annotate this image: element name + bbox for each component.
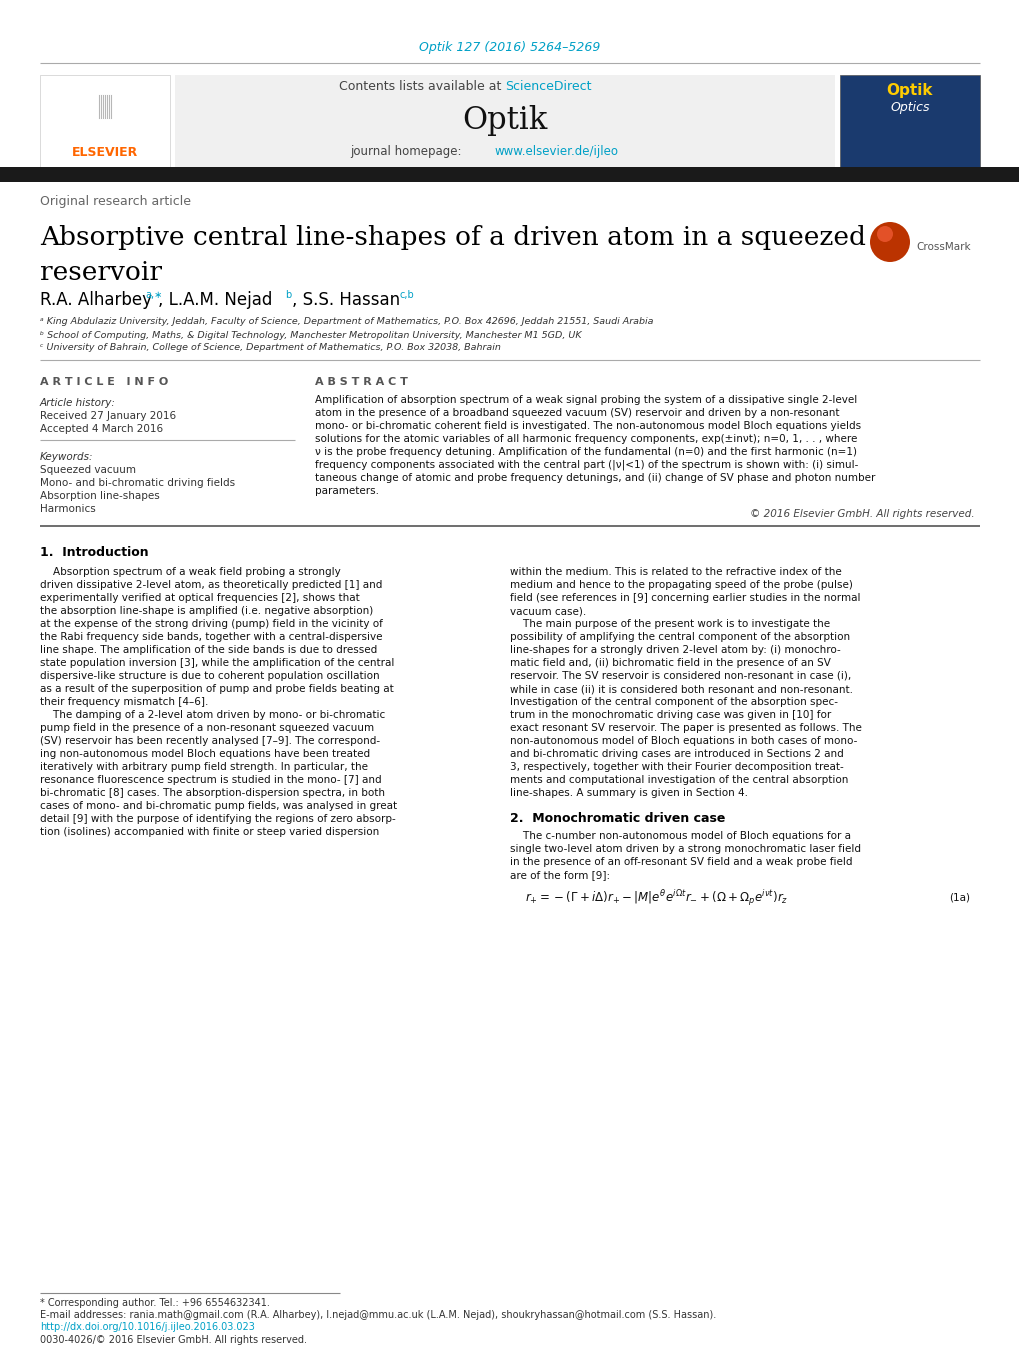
Text: vacuum case).: vacuum case). [510, 607, 586, 616]
Text: frequency components associated with the central part (|ν|<1) of the spectrum is: frequency components associated with the… [315, 459, 858, 470]
Text: The main purpose of the present work is to investigate the: The main purpose of the present work is … [510, 619, 829, 630]
Text: (1a): (1a) [948, 893, 969, 902]
Bar [175, 76, 835, 168]
Text: experimentally verified at optical frequencies [2], shows that: experimentally verified at optical frequ… [40, 593, 360, 603]
Bar [0, 168, 1019, 182]
Text: ing non-autonomous model Bloch equations have been treated: ing non-autonomous model Bloch equations… [40, 748, 370, 759]
Text: * Corresponding author. Tel.: +96 6554632341.: * Corresponding author. Tel.: +96 655463… [40, 1298, 270, 1308]
Text: ᵃ King Abdulaziz University, Jeddah, Faculty of Science, Department of Mathemati: ᵃ King Abdulaziz University, Jeddah, Fac… [40, 317, 653, 327]
Text: , S.S. Hassan: , S.S. Hassan [291, 290, 399, 309]
Text: dispersive-like structure is due to coherent population oscillation: dispersive-like structure is due to cohe… [40, 671, 379, 681]
Text: Squeezed vacuum: Squeezed vacuum [40, 465, 136, 476]
Text: the Rabi frequency side bands, together with a central-dispersive: the Rabi frequency side bands, together … [40, 632, 382, 642]
Text: ᵇ School of Computing, Maths, & Digital Technology, Manchester Metropolitan Univ: ᵇ School of Computing, Maths, & Digital … [40, 331, 581, 339]
Text: line shape. The amplification of the side bands is due to dressed: line shape. The amplification of the sid… [40, 644, 377, 655]
Text: E-mail addresses: rania.math@gmail.com (R.A. Alharbey), l.nejad@mmu.ac.uk (L.A.M: E-mail addresses: rania.math@gmail.com (… [40, 1310, 715, 1320]
Text: 0030-4026/© 2016 Elsevier GmbH. All rights reserved.: 0030-4026/© 2016 Elsevier GmbH. All righ… [40, 1335, 307, 1346]
Text: Optics: Optics [890, 100, 929, 113]
Text: ments and computational investigation of the central absorption: ments and computational investigation of… [510, 775, 848, 785]
Text: ScienceDirect: ScienceDirect [504, 81, 591, 93]
Text: reservoir: reservoir [40, 259, 162, 285]
Text: journal homepage:: journal homepage: [350, 145, 465, 158]
Text: 1.  Introduction: 1. Introduction [40, 546, 149, 558]
Text: © 2016 Elsevier GmbH. All rights reserved.: © 2016 Elsevier GmbH. All rights reserve… [750, 509, 974, 519]
Text: www.elsevier.de/ijleo: www.elsevier.de/ijleo [494, 145, 619, 158]
Text: matic field and, (ii) bichromatic field in the presence of an SV: matic field and, (ii) bichromatic field … [510, 658, 830, 667]
Circle shape [876, 226, 892, 242]
Text: The damping of a 2-level atom driven by mono- or bi-chromatic: The damping of a 2-level atom driven by … [40, 711, 385, 720]
Text: c,b: c,b [399, 290, 415, 300]
Text: Mono- and bi-chromatic driving fields: Mono- and bi-chromatic driving fields [40, 478, 235, 488]
Text: mono- or bi-chromatic coherent field is investigated. The non-autonomous model B: mono- or bi-chromatic coherent field is … [315, 422, 860, 431]
Text: line-shapes for a strongly driven 2-level atom by: (i) monochro-: line-shapes for a strongly driven 2-leve… [510, 644, 840, 655]
Bar [840, 76, 979, 168]
Text: within the medium. This is related to the refractive index of the: within the medium. This is related to th… [510, 567, 841, 577]
Circle shape [869, 222, 909, 262]
Bar [40, 76, 170, 168]
Text: Absorption spectrum of a weak field probing a strongly: Absorption spectrum of a weak field prob… [40, 567, 340, 577]
Text: Original research article: Original research article [40, 196, 191, 208]
Text: ᶜ University of Bahrain, College of Science, Department of Mathematics, P.O. Box: ᶜ University of Bahrain, College of Scie… [40, 343, 500, 353]
Text: Received 27 January 2016: Received 27 January 2016 [40, 411, 176, 422]
Text: http://dx.doi.org/10.1016/j.ijleo.2016.03.023: http://dx.doi.org/10.1016/j.ijleo.2016.0… [40, 1323, 255, 1332]
Text: Absorptive central line-shapes of a driven atom in a squeezed: Absorptive central line-shapes of a driv… [40, 226, 865, 250]
Text: Absorption line-shapes: Absorption line-shapes [40, 490, 160, 501]
Text: possibility of amplifying the central component of the absorption: possibility of amplifying the central co… [510, 632, 849, 642]
Text: tion (isolines) accompanied with finite or steep varied dispersion: tion (isolines) accompanied with finite … [40, 827, 379, 838]
Text: while in case (ii) it is considered both resonant and non-resonant.: while in case (ii) it is considered both… [510, 684, 852, 694]
Text: single two-level atom driven by a strong monochromatic laser field: single two-level atom driven by a strong… [510, 844, 860, 854]
Text: trum in the monochromatic driving case was given in [10] for: trum in the monochromatic driving case w… [510, 711, 830, 720]
Text: CrossMark: CrossMark [915, 242, 970, 253]
Text: Article history:: Article history: [40, 399, 116, 408]
Text: pump field in the presence of a non-resonant squeezed vacuum: pump field in the presence of a non-reso… [40, 723, 374, 734]
Text: as a result of the superposition of pump and probe fields beating at: as a result of the superposition of pump… [40, 684, 393, 694]
Text: reservoir. The SV reservoir is considered non-resonant in case (i),: reservoir. The SV reservoir is considere… [510, 671, 851, 681]
Text: 2.  Monochromatic driven case: 2. Monochromatic driven case [510, 812, 725, 824]
Text: Investigation of the central component of the absorption spec-: Investigation of the central component o… [510, 697, 838, 707]
Text: Harmonics: Harmonics [40, 504, 96, 513]
Text: Keywords:: Keywords: [40, 453, 94, 462]
Text: their frequency mismatch [4–6].: their frequency mismatch [4–6]. [40, 697, 208, 707]
Text: Accepted 4 March 2016: Accepted 4 March 2016 [40, 424, 163, 434]
Text: parameters.: parameters. [315, 486, 379, 496]
Text: b: b [284, 290, 291, 300]
Text: iteratively with arbitrary pump field strength. In particular, the: iteratively with arbitrary pump field st… [40, 762, 368, 771]
Text: line-shapes. A summary is given in Section 4.: line-shapes. A summary is given in Secti… [510, 788, 747, 798]
Text: ELSEVIER: ELSEVIER [71, 146, 138, 159]
Text: cases of mono- and bi-chromatic pump fields, was analysed in great: cases of mono- and bi-chromatic pump fie… [40, 801, 396, 811]
Text: driven dissipative 2-level atom, as theoretically predicted [1] and: driven dissipative 2-level atom, as theo… [40, 580, 382, 590]
Text: state population inversion [3], while the amplification of the central: state population inversion [3], while th… [40, 658, 394, 667]
Text: Optik: Optik [462, 104, 547, 135]
Text: A R T I C L E   I N F O: A R T I C L E I N F O [40, 377, 168, 386]
Text: (SV) reservoir has been recently analysed [7–9]. The correspond-: (SV) reservoir has been recently analyse… [40, 736, 380, 746]
Text: at the expense of the strong driving (pump) field in the vicinity of: at the expense of the strong driving (pu… [40, 619, 382, 630]
Text: resonance fluorescence spectrum is studied in the mono- [7] and: resonance fluorescence spectrum is studi… [40, 775, 381, 785]
Text: R.A. Alharbey: R.A. Alharbey [40, 290, 152, 309]
Text: medium and hence to the propagating speed of the probe (pulse): medium and hence to the propagating spee… [510, 580, 852, 590]
Text: Contents lists available at: Contents lists available at [338, 81, 504, 93]
Text: in the presence of an off-resonant SV field and a weak probe field: in the presence of an off-resonant SV fi… [510, 857, 852, 867]
Text: a,∗: a,∗ [145, 290, 162, 300]
Text: the absorption line-shape is amplified (i.e. negative absorption): the absorption line-shape is amplified (… [40, 607, 373, 616]
Text: taneous change of atomic and probe frequency detunings, and (ii) change of SV ph: taneous change of atomic and probe frequ… [315, 473, 874, 484]
Text: exact resonant SV reservoir. The paper is presented as follows. The: exact resonant SV reservoir. The paper i… [510, 723, 861, 734]
Text: bi-chromatic [8] cases. The absorption-dispersion spectra, in both: bi-chromatic [8] cases. The absorption-d… [40, 788, 384, 798]
Text: ν is the probe frequency detuning. Amplification of the fundamental (n=0) and th: ν is the probe frequency detuning. Ampli… [315, 447, 856, 457]
Text: solutions for the atomic variables of all harmonic frequency components, exp(±in: solutions for the atomic variables of al… [315, 434, 857, 444]
Text: $r_{+} = -(\Gamma + i\Delta)r_{+} - |M|e^{\theta}e^{i\Omega t}r_{-} + (\Omega + : $r_{+} = -(\Gamma + i\Delta)r_{+} - |M|e… [525, 888, 788, 908]
Text: , L.A.M. Nejad: , L.A.M. Nejad [158, 290, 272, 309]
Text: field (see references in [9] concerning earlier studies in the normal: field (see references in [9] concerning … [510, 593, 860, 603]
Text: non-autonomous model of Bloch equations in both cases of mono-: non-autonomous model of Bloch equations … [510, 736, 857, 746]
Text: atom in the presence of a broadband squeezed vacuum (SV) reservoir and driven by: atom in the presence of a broadband sque… [315, 408, 839, 417]
Text: are of the form [9]:: are of the form [9]: [510, 870, 609, 880]
Text: Optik 127 (2016) 5264–5269: Optik 127 (2016) 5264–5269 [419, 42, 600, 54]
Text: detail [9] with the purpose of identifying the regions of zero absorp-: detail [9] with the purpose of identifyi… [40, 815, 395, 824]
Text: and bi-chromatic driving cases are introduced in Sections 2 and: and bi-chromatic driving cases are intro… [510, 748, 843, 759]
Text: Optik: Optik [886, 82, 932, 97]
Text: Amplification of absorption spectrum of a weak signal probing the system of a di: Amplification of absorption spectrum of … [315, 394, 856, 405]
Text: A B S T R A C T: A B S T R A C T [315, 377, 408, 386]
Text: 3, respectively, together with their Fourier decomposition treat-: 3, respectively, together with their Fou… [510, 762, 843, 771]
Text: The c-number non-autonomous model of Bloch equations for a: The c-number non-autonomous model of Blo… [510, 831, 850, 842]
